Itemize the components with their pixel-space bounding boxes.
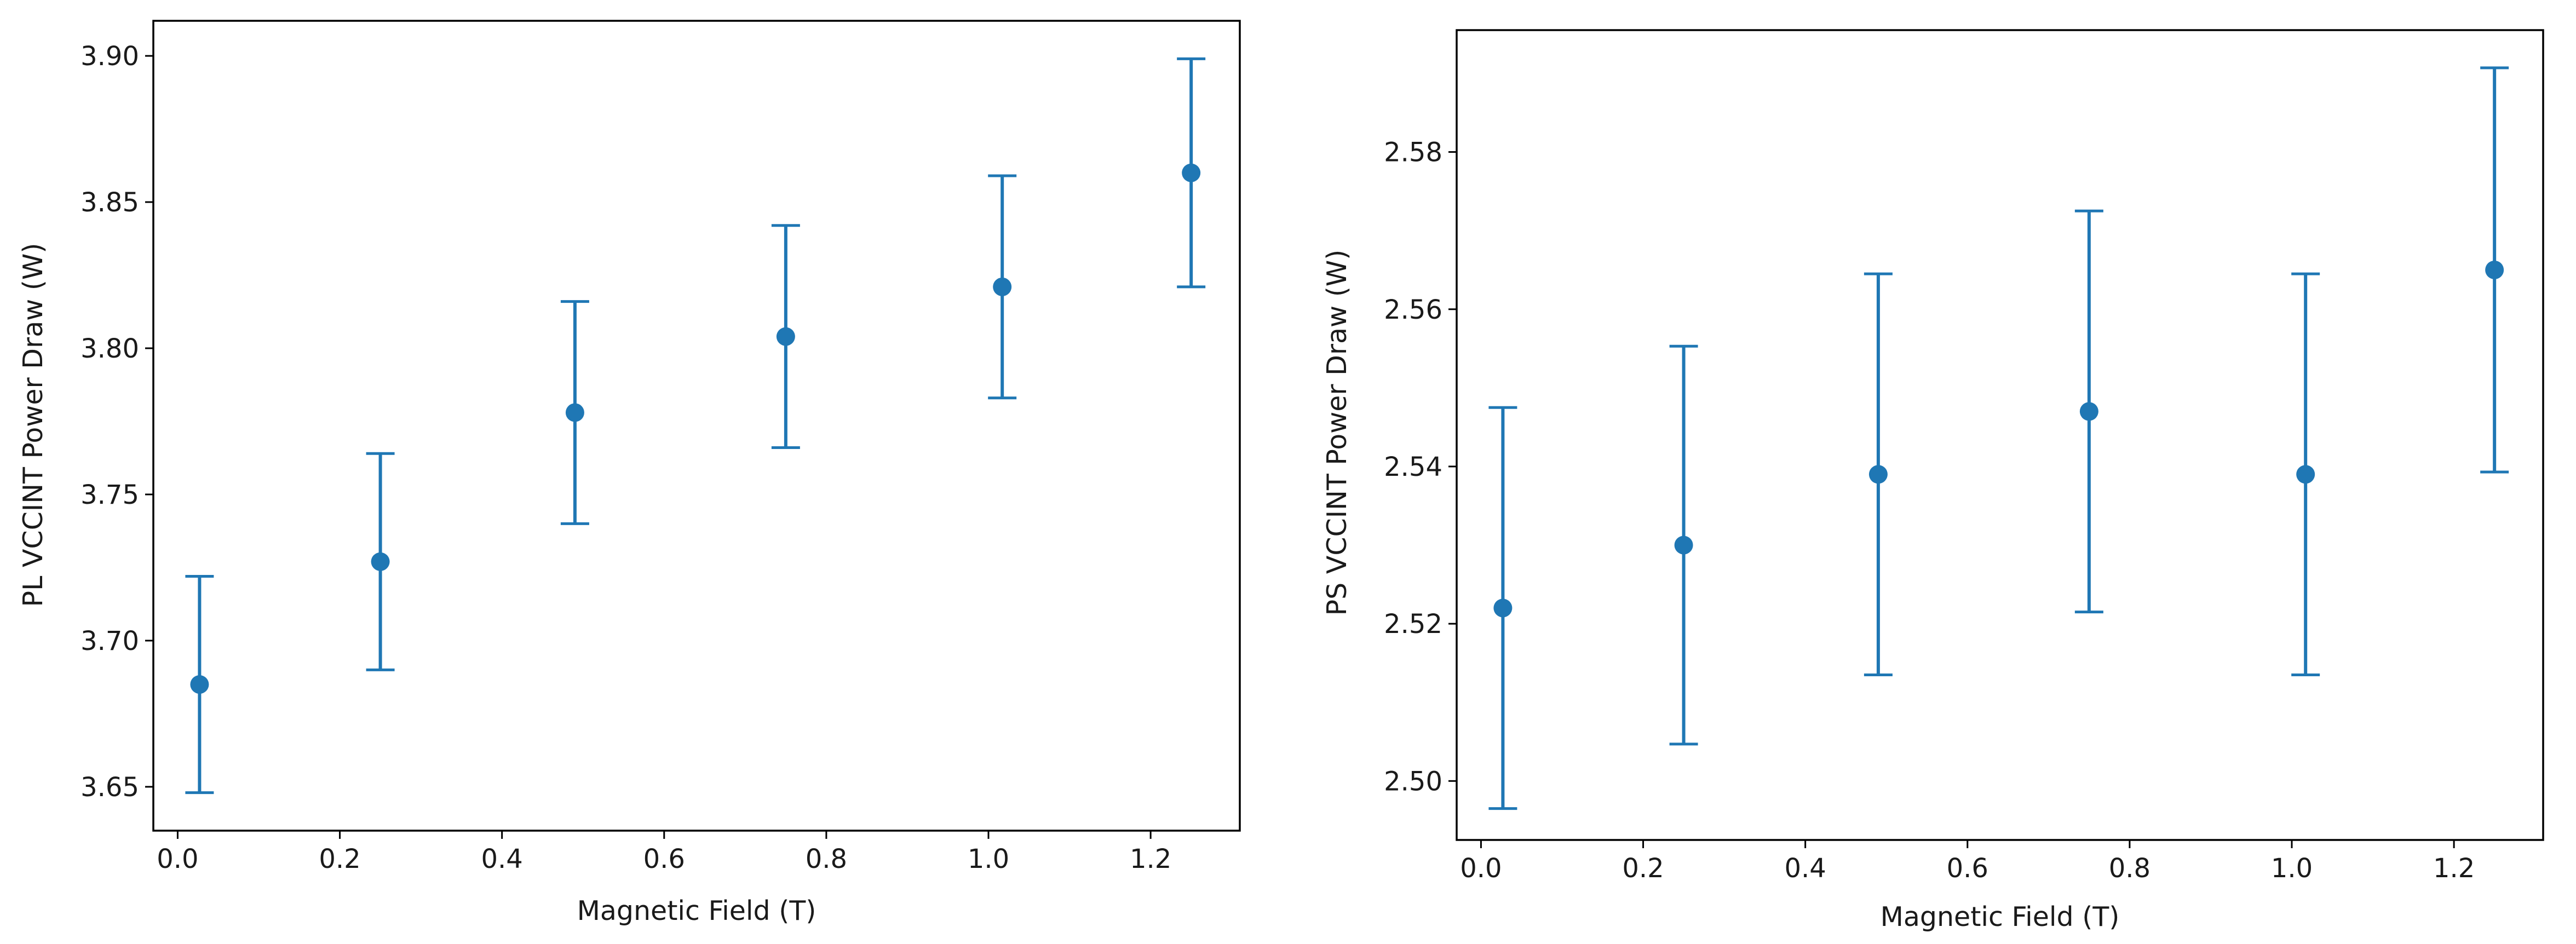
x-axis-label: Magnetic Field (T) <box>1881 901 2120 933</box>
x-tick-label: 0.2 <box>319 844 360 874</box>
data-point <box>1674 536 1693 555</box>
data-point <box>190 675 209 694</box>
plot-frame <box>152 20 1241 832</box>
y-tick-label: 2.50 <box>1384 766 1442 797</box>
data-point <box>776 327 795 346</box>
x-tick-label: 1.2 <box>2433 853 2475 884</box>
x-tick-label: 1.0 <box>968 844 1009 874</box>
y-tick-label: 2.56 <box>1384 295 1442 325</box>
data-point <box>993 277 1012 296</box>
y-tick-label: 3.70 <box>81 626 139 657</box>
x-tick-label: 0.8 <box>2109 853 2150 884</box>
y-tick-label: 2.52 <box>1384 609 1442 640</box>
data-point <box>2485 260 2504 279</box>
x-tick-label: 1.2 <box>1130 844 1171 874</box>
data-point <box>1182 163 1201 182</box>
data-point <box>1868 465 1888 484</box>
y-tick-label: 2.54 <box>1384 452 1442 482</box>
x-tick-label: 1.0 <box>2271 853 2313 884</box>
data-point <box>2079 402 2098 421</box>
x-tick-label: 0.6 <box>1947 853 1988 884</box>
data-point <box>565 403 584 422</box>
y-tick-label: 3.75 <box>81 480 139 510</box>
x-tick-label: 0.4 <box>481 844 522 874</box>
x-tick-label: 0.8 <box>806 844 847 874</box>
y-axis-label: PL VCCINT Power Draw (W) <box>18 243 49 607</box>
x-tick-label: 0.2 <box>1622 853 1664 884</box>
x-tick-label: 0.6 <box>643 844 685 874</box>
x-tick-label: 0.0 <box>157 844 198 874</box>
y-tick-label: 2.58 <box>1384 137 1442 168</box>
x-tick-label: 0.0 <box>1460 853 1502 884</box>
data-point <box>371 552 390 571</box>
y-tick-label: 3.80 <box>81 333 139 364</box>
chart-pl-vccint: Magnetic Field (T) PL VCCINT Power Draw … <box>18 20 1241 926</box>
y-axis-label: PS VCCINT Power Draw (W) <box>1321 250 1353 616</box>
data-point <box>2296 465 2315 484</box>
plot-frame <box>1456 29 2544 841</box>
data-point <box>1493 598 1513 618</box>
y-tick-label: 3.65 <box>81 772 139 803</box>
y-tick-label: 3.85 <box>81 187 139 218</box>
x-axis-label: Magnetic Field (T) <box>577 895 817 926</box>
y-tick-label: 3.90 <box>81 41 139 72</box>
x-tick-label: 0.4 <box>1784 853 1826 884</box>
chart-ps-vccint: Magnetic Field (T) PS VCCINT Power Draw … <box>1321 29 2544 933</box>
